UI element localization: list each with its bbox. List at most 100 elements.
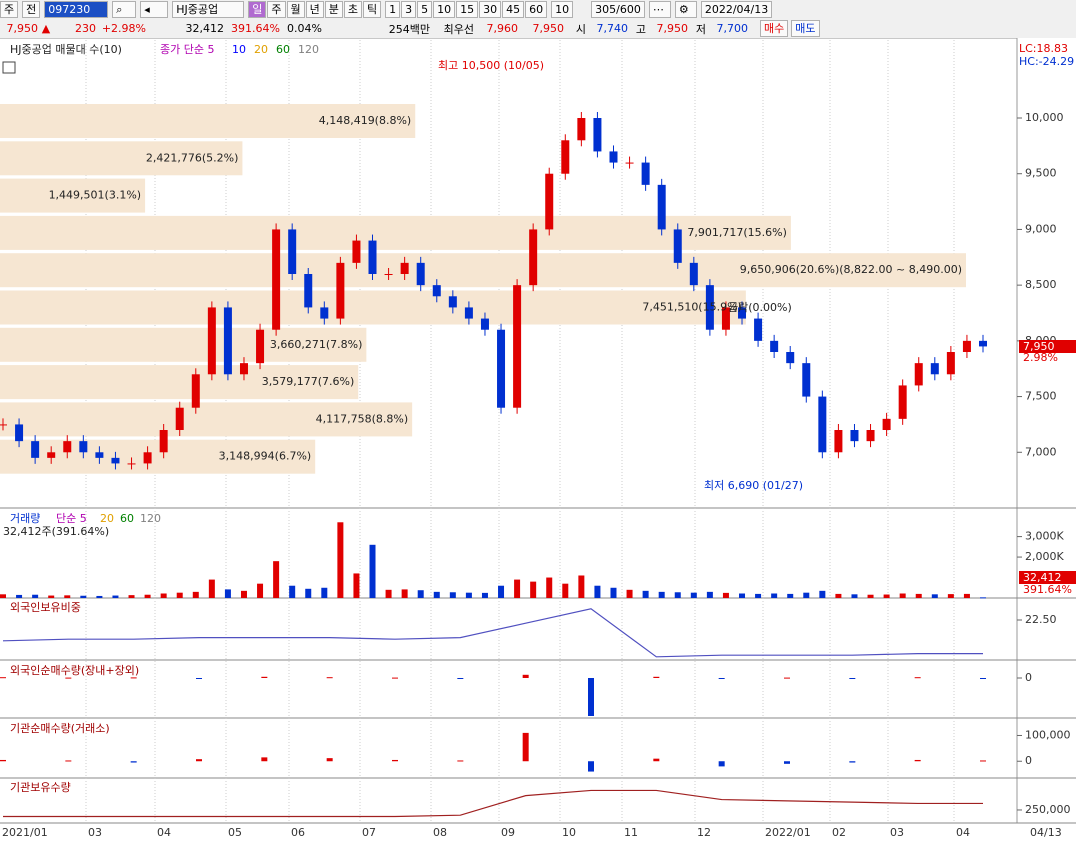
y-tick-label: 7,000 [1025,445,1057,458]
candle [416,262,425,286]
date-input[interactable]: 2022/04/13 [700,1,773,18]
open-label: 시 [575,22,586,36]
candle [79,441,88,453]
table-icon[interactable] [2,61,16,74]
interval-button[interactable]: 45 [502,1,525,18]
x-tick-label: 12 [697,826,711,839]
bar [851,594,858,598]
period-button[interactable]: 년 [305,1,324,18]
market-select[interactable]: 주 [0,1,19,18]
volume-profile-label: 9,650,906(20.6%)(8,822.00 ~ 8,490.00) [740,263,962,276]
bar [261,757,268,762]
panel-title: 기관보유수량 [10,781,71,794]
candle [127,463,136,465]
bar [899,593,906,598]
change-rate: +2.98% [101,22,146,35]
bar [498,585,505,598]
best-label: 최우선 [443,22,474,36]
bar [273,561,280,598]
volume-rate: 391.64% [231,22,280,35]
candle [207,307,216,375]
interval-button[interactable]: 15 [456,1,479,18]
interval-button[interactable]: 30 [479,1,502,18]
bar [401,589,408,598]
candle [31,441,40,458]
candle [577,118,586,141]
tool-icon[interactable]: ⋯ [648,1,671,18]
stock-name[interactable]: HJ중공업 [172,1,245,18]
candle [625,162,634,164]
legend-entry: 종가 단순 5 [160,43,214,56]
legend-entry: 단순 5 [56,512,87,525]
candle [63,441,72,453]
candle [689,262,698,286]
period-button[interactable]: 월 [286,1,305,18]
period-button[interactable]: 초 [343,1,362,18]
y-tick-label: 8,500 [1025,278,1057,291]
amount: 254백만 [388,22,430,36]
bar [784,677,790,679]
bar [192,591,199,598]
interval-button[interactable]: 3 [401,1,417,18]
bar [128,595,135,598]
indicator-label: LC:18.83 [1019,42,1068,55]
panel-title: 외국인순매수량(장내+장외) [10,664,139,677]
legend-entry: 120 [298,43,319,56]
y-tick-label: 9,500 [1025,167,1057,180]
prev-button[interactable]: 전 [22,1,41,18]
y-tick-label: 3,000K [1025,530,1064,543]
buy-button[interactable]: 매수 [760,20,789,37]
bar [588,678,594,716]
candle [448,296,457,308]
volume: 32,412 [185,22,225,35]
candle [400,262,409,274]
sell-button[interactable]: 매도 [791,20,820,37]
low: 7,700 [716,22,749,35]
bar [326,758,333,762]
bar [80,595,87,598]
candle [513,285,522,408]
search-icon[interactable]: ⌕ [112,1,137,18]
period-button[interactable]: 분 [324,1,343,18]
tool-icon[interactable]: ⚙ [674,1,697,18]
period-button[interactable]: 틱 [363,1,382,18]
bar [326,677,333,679]
period-button[interactable]: 주 [267,1,286,18]
interval-button[interactable]: 5 [417,1,433,18]
x-tick-label: 04/13 [1030,826,1062,839]
candle [914,363,923,386]
bar [240,590,247,598]
candle [673,229,682,263]
price: 7,950 [6,22,39,35]
volume-profile-label: 1,449,501(3.1%) [49,189,142,202]
period-button[interactable]: 일 [248,1,267,18]
candle [223,307,232,375]
bar [739,593,746,598]
volume-profile-bar [0,402,413,437]
bar [674,592,681,598]
count-input[interactable]: 10 [551,1,574,18]
bar [417,590,424,598]
volume-profile-bar [0,215,791,250]
candle [111,457,120,464]
interval-button[interactable]: 60 [525,1,548,18]
interval-button[interactable]: 1 [385,1,401,18]
bar [784,761,790,764]
bar [257,583,264,598]
bar [690,592,697,598]
bar [867,594,874,598]
code-input[interactable]: 097230 [44,1,109,18]
candle [464,307,473,319]
bar [522,732,529,762]
volume-profile-bar [0,253,966,288]
candle [754,318,763,341]
interval-button[interactable]: 10 [433,1,456,18]
y-tick-label: 100,000 [1025,728,1071,741]
sound-icon[interactable]: ◂ [140,1,169,18]
bar [835,593,842,598]
x-tick-label: 11 [624,826,638,839]
bar [0,759,6,762]
candle [946,352,955,375]
bar [289,585,296,598]
